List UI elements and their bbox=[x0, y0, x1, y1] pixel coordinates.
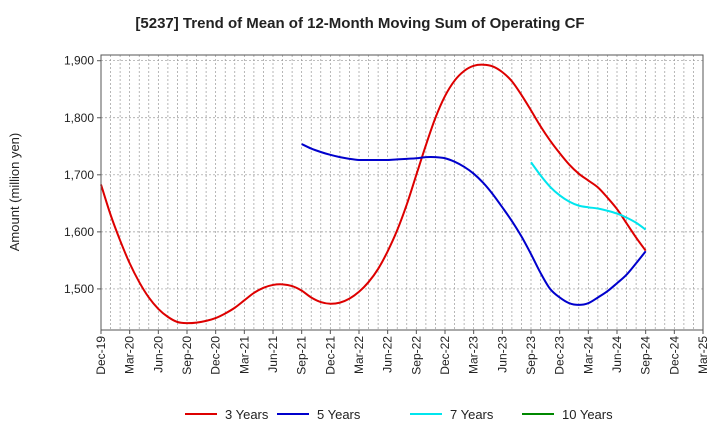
x-tick-label: Mar-20 bbox=[123, 336, 137, 374]
x-tick-label: Sep-20 bbox=[180, 336, 194, 375]
x-tick-label: Mar-24 bbox=[581, 336, 595, 374]
legend-item-10-years: 10 Years bbox=[522, 407, 613, 422]
y-tick-label: 1,700 bbox=[64, 168, 94, 182]
x-axis-ticks: Dec-19 Mar-20 Jun-20 Sep-20 Dec-20 Mar-21 Jun-… bbox=[94, 330, 710, 375]
legend-label-10-years: 10 Years bbox=[562, 407, 613, 422]
x-tick-label: Dec-19 bbox=[94, 336, 108, 375]
y-axis-ticks: 1,500 1,600 1,700 1,800 1,900 bbox=[64, 54, 101, 296]
legend-label-7-years: 7 Years bbox=[450, 407, 494, 422]
legend-label-5-years: 5 Years bbox=[317, 407, 361, 422]
legend-item-3-years: 3 Years bbox=[185, 407, 269, 422]
y-tick-label: 1,600 bbox=[64, 225, 94, 239]
y-tick-label: 1,800 bbox=[64, 111, 94, 125]
legend-item-5-years: 5 Years bbox=[277, 407, 361, 422]
legend-item-7-years: 7 Years bbox=[410, 407, 494, 422]
x-tick-label: Sep-24 bbox=[639, 336, 653, 375]
x-tick-label: Jun-23 bbox=[495, 336, 509, 373]
x-tick-label: Sep-23 bbox=[524, 336, 538, 375]
grid-layer bbox=[101, 55, 703, 330]
x-tick-label: Jun-21 bbox=[266, 336, 280, 373]
legend-label-3-years: 3 Years bbox=[225, 407, 269, 422]
plot-frame bbox=[100, 54, 704, 331]
chart-title: [5237] Trend of Mean of 12-Month Moving … bbox=[135, 15, 584, 32]
x-tick-label: Jun-24 bbox=[610, 336, 624, 373]
y-tick-label: 1,500 bbox=[64, 282, 94, 296]
x-tick-label: Mar-22 bbox=[352, 336, 366, 374]
series-line-3-years bbox=[100, 63, 647, 325]
x-tick-label: Dec-21 bbox=[323, 336, 337, 375]
x-tick-label: Dec-23 bbox=[553, 336, 567, 375]
x-tick-label: Mar-25 bbox=[696, 336, 710, 374]
x-tick-label: Dec-24 bbox=[667, 336, 681, 375]
series-line-7-years bbox=[530, 161, 647, 231]
x-tick-label: Mar-23 bbox=[467, 336, 481, 374]
y-tick-label: 1,900 bbox=[64, 54, 94, 68]
x-tick-label: Jun-22 bbox=[381, 336, 395, 373]
x-tick-label: Dec-20 bbox=[209, 336, 223, 375]
x-tick-label: Dec-22 bbox=[438, 336, 452, 375]
series-layer bbox=[100, 63, 647, 325]
x-tick-label: Sep-21 bbox=[295, 336, 309, 375]
series-line-5-years bbox=[301, 143, 647, 306]
y-axis-label: Amount (million yen) bbox=[7, 133, 22, 252]
x-tick-label: Sep-22 bbox=[409, 336, 423, 375]
x-tick-label: Jun-20 bbox=[151, 336, 165, 373]
x-tick-label: Mar-21 bbox=[237, 336, 251, 374]
legend: 3 Years 5 Years 7 Years 10 Years bbox=[185, 407, 613, 422]
